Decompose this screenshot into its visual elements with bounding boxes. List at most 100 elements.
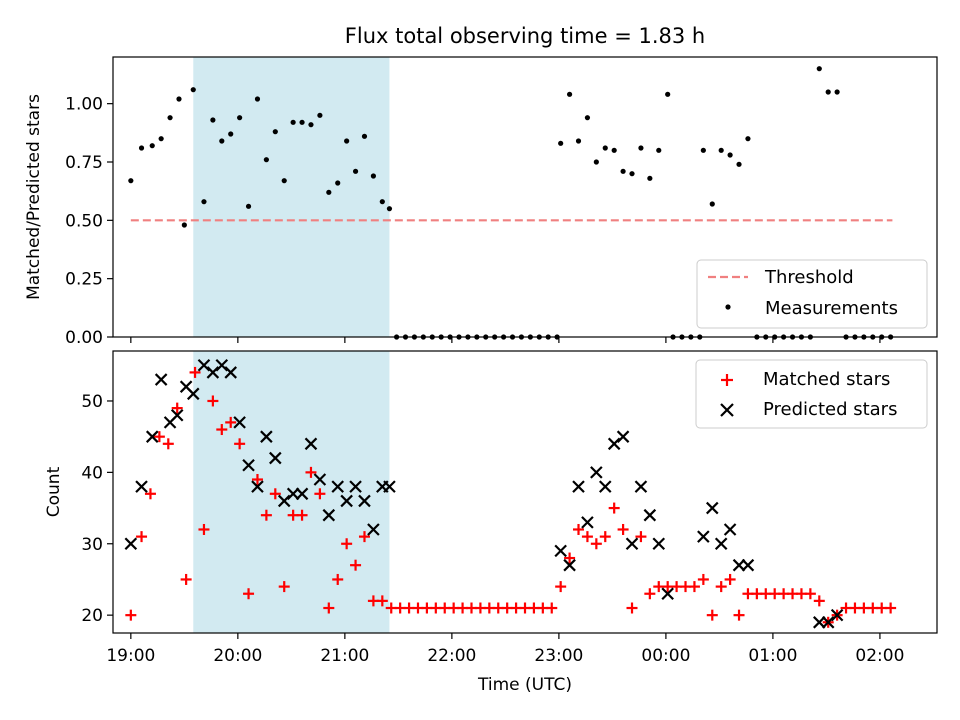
measurements-point	[335, 180, 341, 186]
matched-stars-marker	[305, 466, 317, 478]
matched-stars-marker	[323, 602, 335, 614]
predicted-stars-marker	[242, 458, 255, 472]
predicted-stars-marker	[714, 537, 728, 551]
measurements-point	[816, 66, 822, 72]
measurements-point	[272, 129, 278, 135]
measurements-point	[245, 203, 252, 209]
measurements-point	[167, 115, 173, 121]
matched-stars-marker	[260, 509, 272, 521]
predicted-stars-marker	[830, 608, 844, 622]
count-axes-frame	[112, 350, 938, 634]
count-y-tick-label: 50	[81, 392, 103, 412]
predicted-stars-marker	[197, 359, 211, 372]
count-y-tick-label: 20	[81, 606, 103, 626]
predicted-stars-marker	[572, 480, 585, 493]
predicted-stars-marker	[170, 408, 184, 422]
measurements-point	[228, 131, 234, 137]
matched-stars-marker	[715, 581, 727, 593]
matched-stars-marker	[885, 602, 897, 614]
matched-stars-marker	[251, 474, 263, 486]
matched-stars-marker	[706, 609, 718, 621]
count-x-tick-label: 19:00	[106, 646, 155, 666]
measurements-point	[593, 159, 599, 165]
measurements-point	[138, 145, 145, 151]
count-legend-box	[695, 359, 928, 429]
ratio-y-tick-label: 1.00	[65, 95, 103, 115]
ratio-plot-area	[128, 66, 894, 340]
count-legend: Matched stars Predicted stars	[695, 359, 928, 429]
matched-stars-marker	[724, 573, 736, 585]
predicted-stars-marker	[732, 558, 746, 572]
measurements-point	[344, 138, 350, 144]
predicted-stars-marker	[821, 616, 835, 629]
measurements-point	[647, 175, 653, 181]
matched-stars-marker	[590, 538, 602, 550]
measurements-point	[386, 206, 393, 212]
predicted-stars-marker	[286, 487, 300, 501]
predicted-stars-marker	[260, 430, 273, 443]
measurements-point	[290, 119, 296, 125]
matched-stars-marker	[136, 531, 148, 543]
predicted-stars-marker	[304, 437, 318, 451]
matched-stars-marker	[555, 581, 567, 593]
matched-stars-marker	[153, 431, 165, 443]
predicted-stars-marker	[340, 494, 353, 508]
measurements-point	[158, 136, 164, 142]
predicted-stars-marker	[331, 480, 345, 493]
predicted-stars-marker	[224, 366, 237, 379]
matched-stars-marker	[198, 523, 210, 535]
measurements-point	[834, 89, 840, 95]
predicted-stars-marker	[643, 508, 657, 522]
predicted-stars-marker	[598, 480, 612, 493]
matched-stars-marker	[644, 588, 656, 600]
matched-stars-marker	[144, 488, 156, 500]
measurements-point	[149, 143, 155, 149]
matched-stars-marker	[573, 523, 585, 535]
ratio-axes-frame	[112, 56, 938, 338]
predicted-stars-marker	[251, 480, 264, 493]
count-y-ticks: 20 30 40 50	[81, 392, 113, 626]
predicted-stars-marker	[813, 616, 826, 629]
count-y-tick-label: 30	[81, 535, 103, 555]
ratio-y-tick-label: 0.25	[65, 270, 103, 290]
measurements-point	[317, 112, 323, 118]
predicted-stars-marker	[358, 494, 371, 508]
predicted-stars-marker	[367, 523, 380, 536]
measurements-point	[611, 147, 617, 153]
predicted-stars-marker	[741, 558, 755, 572]
measurements-point	[602, 145, 608, 151]
matched-stars-marker	[581, 531, 593, 543]
predicted-stars-marker	[652, 537, 666, 551]
predicted-stars-marker	[661, 587, 674, 601]
matched-stars-marker	[171, 402, 183, 414]
count-panel: 20 30 40 50 19:00 20:00 21:00 22:00 23:00 00:00 0…	[44, 350, 938, 695]
matched-stars-marker	[341, 538, 353, 550]
matched-stars-marker	[180, 573, 192, 585]
matched-stars-marker	[358, 531, 370, 543]
measurements-point	[629, 171, 635, 177]
matched-stars-marker	[733, 609, 745, 621]
ratio-legend-box	[696, 259, 928, 329]
predicted-stars-marker	[186, 387, 200, 401]
matched-legend-swatch	[721, 374, 733, 386]
measurements-point	[575, 138, 582, 144]
matched-stars-marker	[314, 488, 326, 500]
ratio-shaded-window	[193, 57, 390, 337]
predicted-stars-marker	[705, 501, 719, 515]
count-x-tick-label: 20:00	[213, 646, 262, 666]
count-plot-area	[124, 359, 897, 629]
measurements-point	[379, 199, 385, 205]
measurements-point	[620, 168, 626, 174]
count-x-tick-label: 02:00	[855, 646, 904, 666]
matched-stars-marker	[296, 509, 308, 521]
matched-legend-label: Matched stars	[763, 369, 890, 390]
ratio-panel: 0.00 0.25 0.50 0.75 1.00 Matched/Predicted s…	[24, 56, 938, 348]
matched-stars-marker	[599, 531, 611, 543]
count-x-ticks: 19:00 20:00 21:00 22:00 23:00 00:00 01:00 02:00	[106, 633, 904, 666]
count-x-tick-label: 21:00	[320, 646, 369, 666]
measurements-legend-swatch	[725, 304, 731, 310]
measurements-point	[326, 189, 332, 195]
ratio-y-tick-label: 0.00	[65, 328, 103, 348]
matched-stars-marker	[225, 416, 237, 428]
measurements-point	[700, 147, 706, 153]
